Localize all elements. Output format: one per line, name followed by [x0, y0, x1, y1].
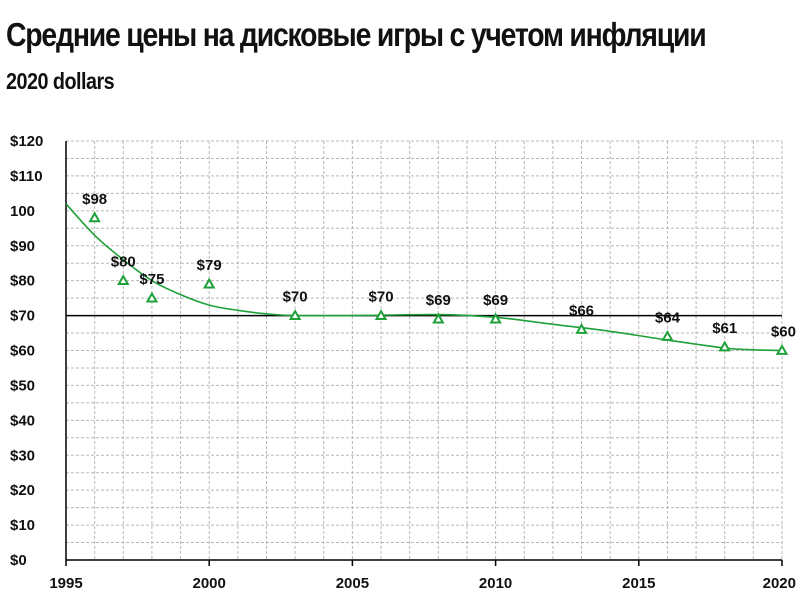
grid [66, 140, 783, 560]
data-point [432, 312, 445, 324]
y-tick-label: $80 [10, 273, 35, 290]
y-tick-label: $120 [10, 133, 43, 150]
data-label: $60 [771, 324, 796, 341]
x-tick-label: 2010 [479, 575, 512, 592]
trendline-curve [65, 203, 783, 352]
y-tick-label: $20 [10, 482, 35, 499]
data-point [145, 291, 159, 303]
y-tick-labels: $0 $10 $20 $30 $40 $50 $60 $70 $80 $90 100 $110 $120 [10, 133, 43, 569]
data-point [202, 277, 216, 289]
data-point [374, 309, 388, 320]
data-point [661, 330, 674, 341]
y-tick-label: $110 [10, 168, 43, 185]
data-point [117, 274, 130, 286]
data-point [288, 309, 302, 320]
y-tick-label: 100 [10, 203, 35, 220]
y-tick-label: $70 [10, 308, 35, 325]
data-point [88, 211, 101, 223]
data-point [718, 340, 731, 352]
axes [65, 141, 783, 566]
data-point [775, 343, 789, 355]
y-tick-label: $10 [10, 517, 35, 534]
y-tick-label: $90 [10, 238, 35, 255]
x-tick-label: 2015 [622, 575, 655, 592]
data-label: $69 [426, 292, 451, 309]
data-label: $80 [111, 254, 136, 271]
data-label: $79 [197, 257, 222, 274]
chart-title: Средние цены на дисковые игры с учетом и… [6, 16, 707, 53]
y-tick-label: $50 [10, 377, 35, 394]
data-label: $70 [369, 289, 394, 306]
data-label: $66 [569, 303, 594, 320]
data-label: $69 [483, 292, 508, 309]
x-tick-label: 1995 [49, 575, 82, 592]
data-label: $98 [82, 191, 107, 208]
x-tick-label: 2000 [193, 575, 226, 592]
chart-subtitle: 2020 dollars [6, 68, 115, 94]
data-label: $64 [655, 310, 681, 327]
data-point [489, 312, 502, 324]
y-tick-label: $40 [10, 412, 35, 429]
y-tick-label: $0 [10, 552, 27, 569]
data-labels: $98 $80$75 $79 $70 $70 $69 $69 $66 $64 $61 $60 [82, 191, 796, 341]
data-points [88, 211, 789, 355]
data-label: $70 [283, 289, 308, 306]
data-label: $61 [712, 320, 737, 337]
x-tick-label: 2020 [763, 575, 796, 592]
x-tick-labels: 1995 2000 2005 2010 2015 2020 [49, 575, 796, 592]
trendline [65, 203, 783, 352]
y-tick-label: $60 [10, 343, 35, 360]
y-tick-label: $30 [10, 447, 35, 464]
data-point [575, 323, 588, 334]
data-label: $75 [139, 271, 164, 288]
x-tick-label: 2005 [336, 575, 369, 592]
